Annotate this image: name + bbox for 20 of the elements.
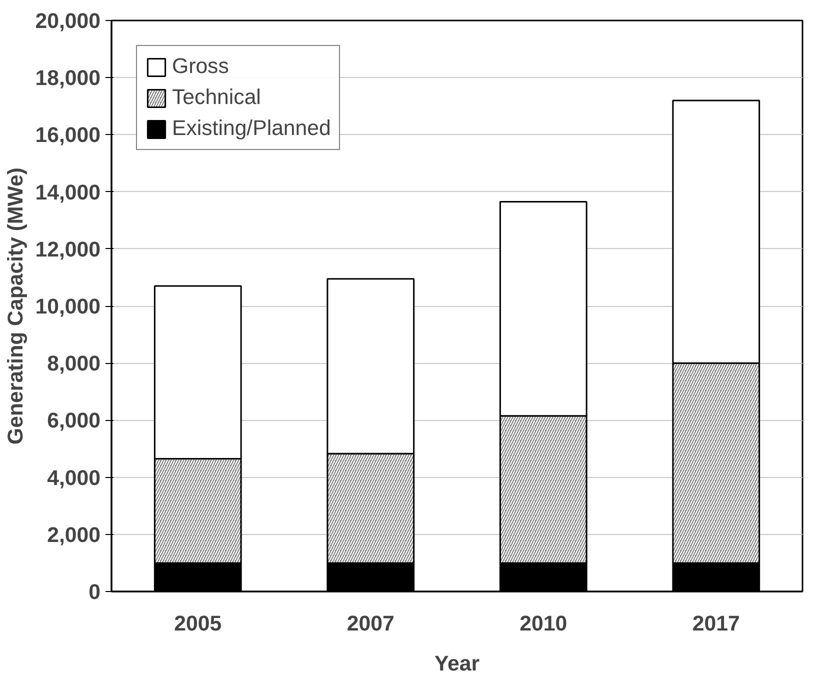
x-tick-label: 2017 <box>692 612 740 636</box>
y-tick-label: 18,000 <box>35 66 100 90</box>
y-tick-label: 8,000 <box>47 352 101 376</box>
y-tick-label: 14,000 <box>35 180 100 204</box>
y-tick-label: 2,000 <box>47 522 101 547</box>
legend-label: Technical <box>172 85 261 110</box>
y-tick-label: 0 <box>88 580 101 604</box>
legend-label: Gross <box>172 54 229 79</box>
y-tick-label: 4,000 <box>47 466 101 490</box>
x-tick-label: 2005 <box>174 612 222 636</box>
y-tick-label: 10,000 <box>35 294 100 318</box>
x-axis-title: Year <box>434 652 480 676</box>
x-tick-label: 2007 <box>346 612 394 636</box>
y-tick-label: 16,000 <box>35 123 100 148</box>
y-axis-title: Generating Capacity (MWe) <box>3 168 28 444</box>
legend-label: Existing/Planned <box>172 116 331 141</box>
y-tick-label: 20,000 <box>35 9 100 33</box>
y-tick-label: 6,000 <box>47 408 101 433</box>
x-tick-label: 2010 <box>520 612 568 636</box>
y-tick-label: 12,000 <box>35 237 100 262</box>
